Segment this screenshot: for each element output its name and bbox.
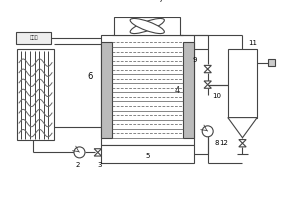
Text: 12: 12 (219, 140, 228, 146)
Bar (16, 32, 51, 44)
Bar (144, 0, 151, 2)
Bar (228, 49, 257, 118)
Bar (143, 10, 152, 17)
Bar (17, 49, 54, 140)
Polygon shape (239, 140, 246, 143)
Polygon shape (94, 149, 101, 152)
Ellipse shape (130, 18, 164, 34)
Text: 5: 5 (145, 153, 149, 159)
Bar (100, 145, 194, 163)
Polygon shape (228, 118, 257, 138)
Polygon shape (204, 85, 212, 88)
Ellipse shape (130, 18, 164, 34)
Polygon shape (204, 81, 212, 85)
Text: 4: 4 (175, 86, 180, 95)
Polygon shape (204, 65, 212, 69)
Polygon shape (239, 143, 246, 147)
Text: 2: 2 (76, 162, 80, 168)
Circle shape (202, 126, 213, 137)
Text: 6: 6 (88, 72, 93, 81)
Polygon shape (204, 69, 212, 73)
Bar (183, 42, 194, 138)
Text: 10: 10 (212, 93, 221, 99)
Bar (268, 59, 275, 66)
Text: 11: 11 (248, 40, 257, 46)
Text: 热泵出: 热泵出 (29, 35, 38, 40)
Text: 9: 9 (193, 57, 197, 63)
Text: 7: 7 (158, 0, 163, 3)
Text: 8: 8 (214, 140, 219, 146)
Text: 3: 3 (98, 162, 102, 168)
Bar (114, 17, 180, 35)
Bar (100, 35, 194, 145)
Polygon shape (94, 152, 101, 156)
Circle shape (74, 147, 85, 158)
Bar (100, 42, 112, 138)
